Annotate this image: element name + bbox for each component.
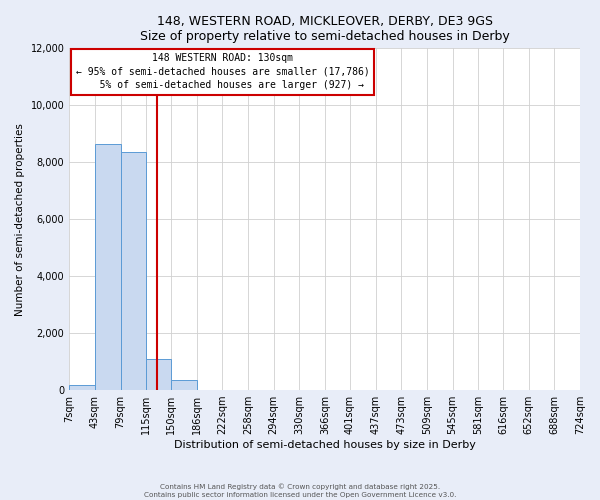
Title: 148, WESTERN ROAD, MICKLEOVER, DERBY, DE3 9GS
Size of property relative to semi-: 148, WESTERN ROAD, MICKLEOVER, DERBY, DE… xyxy=(140,15,509,43)
Text: Contains HM Land Registry data © Crown copyright and database right 2025.
Contai: Contains HM Land Registry data © Crown c… xyxy=(144,484,456,498)
X-axis label: Distribution of semi-detached houses by size in Derby: Distribution of semi-detached houses by … xyxy=(174,440,476,450)
Bar xyxy=(121,152,146,390)
Bar xyxy=(146,359,171,390)
Bar xyxy=(171,380,197,390)
Text: 148 WESTERN ROAD: 130sqm
← 95% of semi-detached houses are smaller (17,786)
   5: 148 WESTERN ROAD: 130sqm ← 95% of semi-d… xyxy=(76,54,370,90)
Bar xyxy=(69,385,95,390)
Y-axis label: Number of semi-detached properties: Number of semi-detached properties xyxy=(15,123,25,316)
Bar xyxy=(95,144,121,390)
